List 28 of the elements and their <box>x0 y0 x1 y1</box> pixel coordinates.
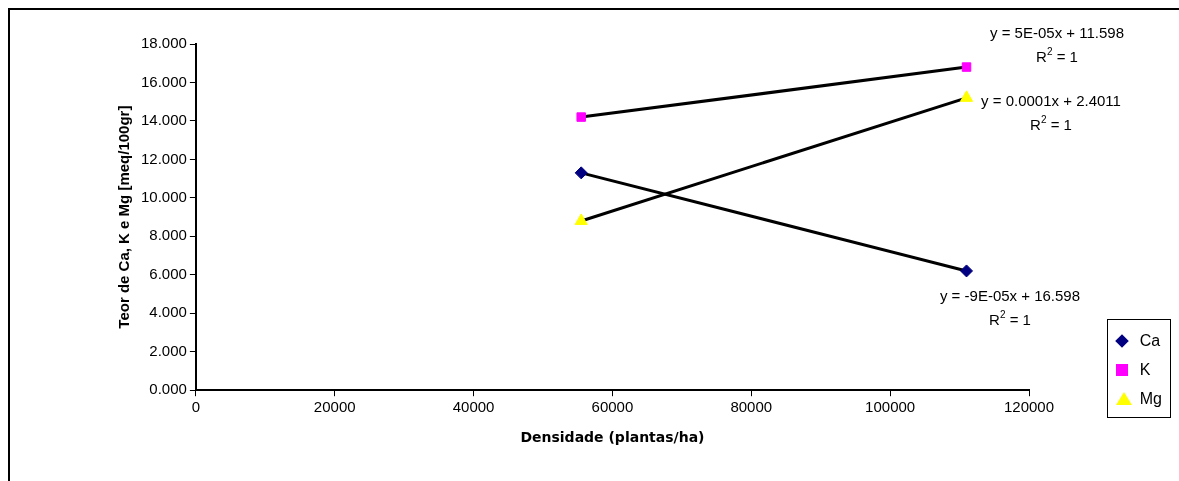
x-tick-label: 120000 <box>1003 398 1055 416</box>
y-tick-label: 10.000 <box>140 188 187 206</box>
x-tick-label: 60000 <box>591 398 634 416</box>
legend-label: K <box>1139 360 1151 379</box>
legend-label: Ca <box>1139 331 1161 350</box>
y-tick-label: 2.000 <box>149 341 187 359</box>
x-tick-label: 20000 <box>313 398 356 416</box>
point <box>574 166 588 180</box>
y-tick-label: 0.000 <box>149 380 187 398</box>
x-tick-label: 40000 <box>452 398 495 416</box>
y-tick-label: 6.000 <box>149 264 187 282</box>
x-tick-label: 80000 <box>730 398 773 416</box>
legend-label: Mg <box>1139 389 1162 408</box>
x-tick-label: 0 <box>191 398 201 416</box>
point <box>960 264 974 278</box>
point <box>576 112 586 122</box>
y-tick-label: 14.000 <box>140 111 187 129</box>
y-tick-label: 8.000 <box>149 226 187 244</box>
y-tick-label: 4.000 <box>149 303 187 321</box>
y-axis-title: Teor de Ca, K e Mg [meq/100gr] <box>115 105 133 329</box>
y-tick-label: 16.000 <box>140 72 187 90</box>
x-tick-label: 100000 <box>865 398 916 416</box>
point <box>959 90 974 102</box>
y-tick-label: 12.000 <box>140 149 187 167</box>
point <box>574 213 588 225</box>
x-axis-title: Densidade (plantas/ha) <box>520 429 705 446</box>
y-tick-label: 18.000 <box>140 34 187 52</box>
point <box>961 62 972 72</box>
